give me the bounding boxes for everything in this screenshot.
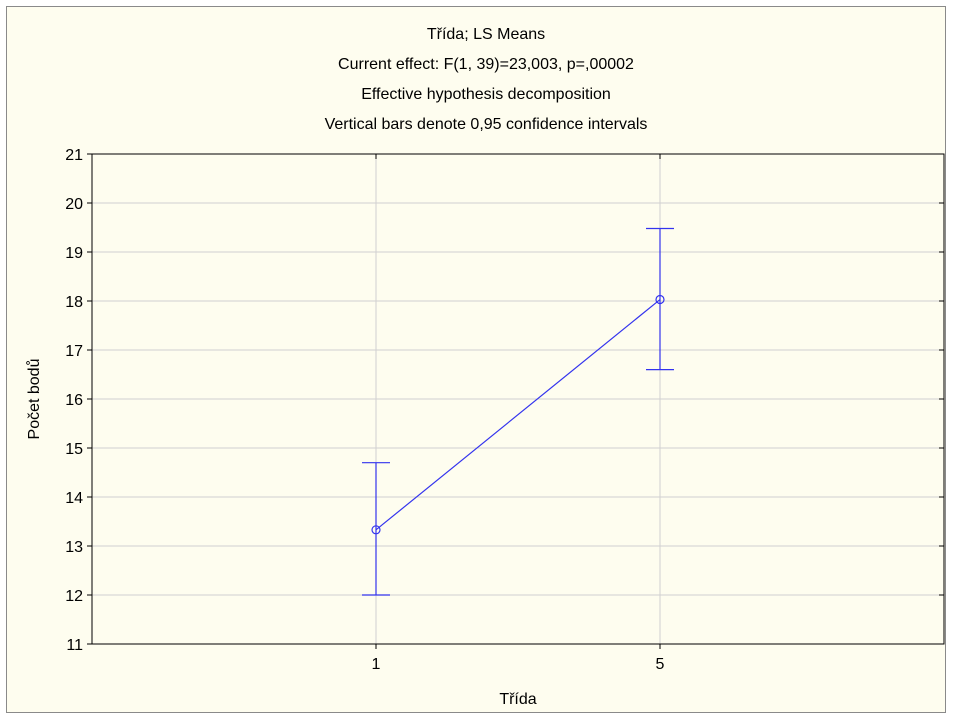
chart-title-line-2: Current effect: F(1, 39)=23,003, p=,0000… (338, 56, 634, 73)
grid (92, 154, 944, 644)
chart-title-line-1: Třída; LS Means (427, 26, 545, 43)
line-chart: Třída; LS Means Current effect: F(1, 39)… (25, 26, 945, 708)
y-tick-label: 20 (65, 196, 83, 213)
y-tick-label: 19 (65, 245, 83, 262)
x-axis-label: Třída (499, 691, 536, 708)
x-tick-label: 5 (656, 656, 665, 673)
y-tick-label: 18 (65, 294, 83, 311)
y-tick-label: 12 (65, 588, 83, 605)
chart-title-line-3: Effective hypothesis decomposition (361, 86, 611, 103)
y-tick-label: 14 (65, 490, 83, 507)
chart-title-block: Třída; LS Means Current effect: F(1, 39)… (325, 26, 648, 133)
y-tick-label: 15 (65, 441, 83, 458)
y-tick-label: 17 (65, 343, 83, 360)
y-tick-label: 16 (65, 392, 83, 409)
series-line (375, 299, 661, 531)
y-axis: 11 12 13 14 15 16 17 18 19 20 21 (65, 147, 944, 654)
y-tick-label: 11 (66, 637, 83, 654)
chart-title-line-4: Vertical bars denote 0,95 confidence int… (325, 116, 648, 133)
y-tick-label: 13 (65, 539, 83, 556)
series-layer (362, 227, 674, 596)
data-point (655, 294, 665, 305)
y-tick-label: 21 (65, 147, 83, 164)
x-tick-label: 1 (372, 656, 381, 673)
y-axis-label: Počet bodů (25, 359, 43, 440)
chart-frame: Třída; LS Means Current effect: F(1, 39)… (6, 6, 946, 713)
data-point (371, 525, 381, 535)
